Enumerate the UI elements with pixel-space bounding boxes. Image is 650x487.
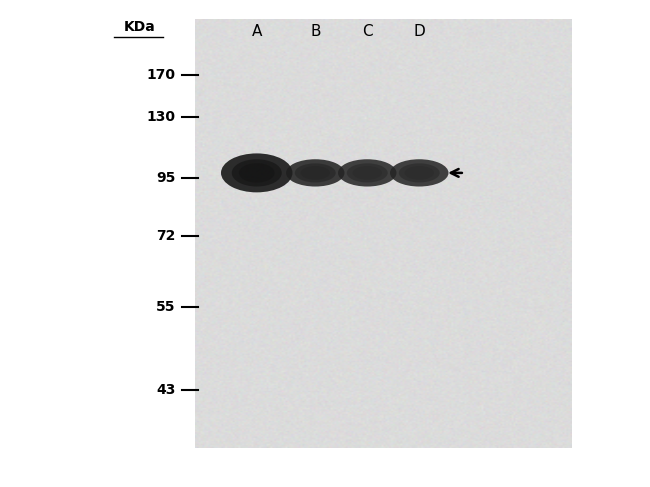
Ellipse shape xyxy=(300,166,330,180)
Ellipse shape xyxy=(404,166,434,180)
Text: 95: 95 xyxy=(156,171,176,185)
Text: 130: 130 xyxy=(146,110,176,124)
Text: C: C xyxy=(362,24,372,39)
Text: 72: 72 xyxy=(156,229,176,243)
Ellipse shape xyxy=(231,159,281,187)
Ellipse shape xyxy=(239,163,274,183)
Text: KDa: KDa xyxy=(124,20,155,34)
Text: 170: 170 xyxy=(146,69,176,82)
Text: A: A xyxy=(252,24,262,39)
Ellipse shape xyxy=(338,159,396,187)
Ellipse shape xyxy=(221,153,292,192)
Ellipse shape xyxy=(390,159,448,187)
Text: 43: 43 xyxy=(156,383,176,396)
Text: B: B xyxy=(310,24,320,39)
Ellipse shape xyxy=(352,166,382,180)
Ellipse shape xyxy=(346,163,387,183)
Ellipse shape xyxy=(398,163,439,183)
Ellipse shape xyxy=(286,159,344,187)
Text: 55: 55 xyxy=(156,300,176,314)
Ellipse shape xyxy=(294,163,336,183)
Text: D: D xyxy=(413,24,425,39)
